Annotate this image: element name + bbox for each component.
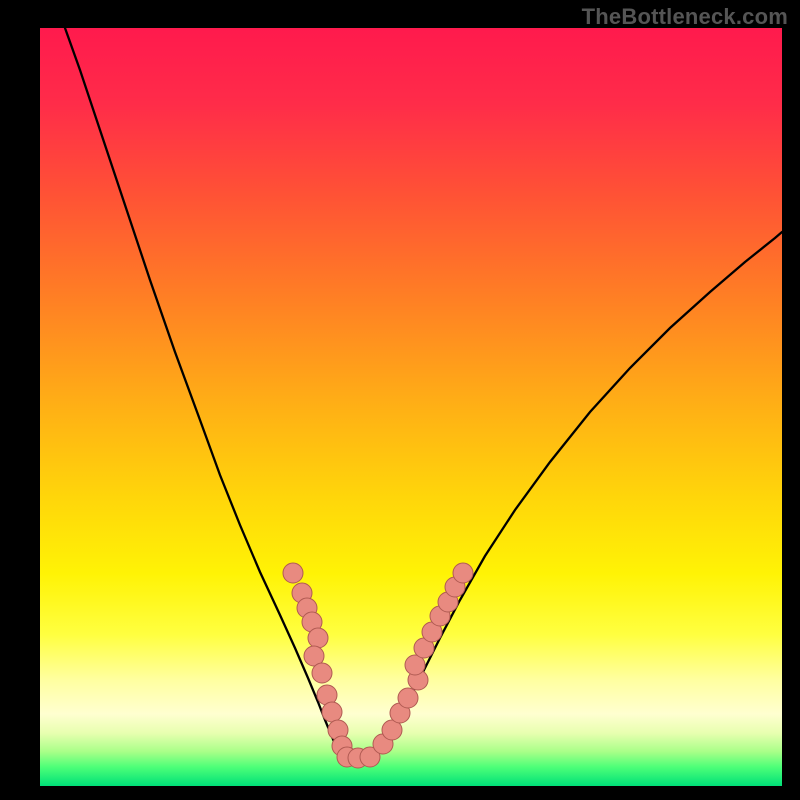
marker-left bbox=[283, 563, 303, 583]
chart-plot-area bbox=[40, 28, 782, 786]
watermark-text: TheBottleneck.com bbox=[582, 4, 788, 30]
curve-overlay bbox=[40, 28, 782, 786]
left-curve bbox=[65, 28, 345, 758]
marker-left bbox=[322, 702, 342, 722]
marker-right bbox=[453, 563, 473, 583]
marker-left bbox=[308, 628, 328, 648]
marker-left bbox=[312, 663, 332, 683]
marker-right bbox=[398, 688, 418, 708]
